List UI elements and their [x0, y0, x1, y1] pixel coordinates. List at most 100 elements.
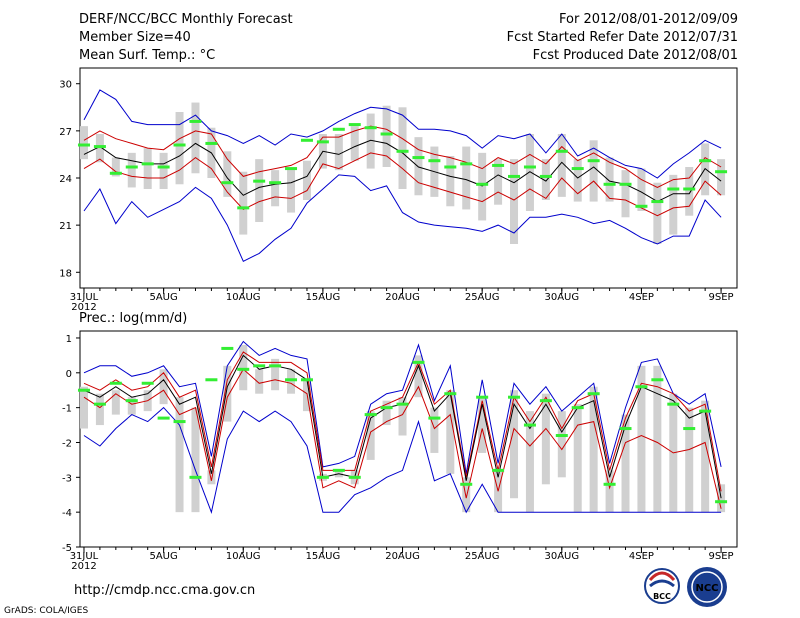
temp-min-line: [83, 174, 722, 262]
prec-ytick-label: -2: [62, 438, 72, 449]
temp-ensemble-box: [382, 105, 391, 167]
bcc-logo: BCC: [644, 568, 680, 604]
temp-ytick-label: 18: [59, 268, 72, 279]
temp-observation-mark: [603, 182, 616, 186]
prec-observation-mark: [93, 402, 106, 406]
temp-observation-mark: [237, 206, 250, 210]
prec-ensemble-box: [223, 365, 232, 422]
temperature-panel: 18 21 24 27 30 31JUL 5AUG 10AUG 15AUG 20AUG 25AUG 3…: [59, 67, 738, 313]
temp-year-label: 2012: [71, 302, 96, 313]
temp-ensemble-box: [159, 152, 168, 189]
prec-observation-mark: [364, 413, 377, 417]
temp-ytick-label: 27: [59, 127, 72, 138]
prec-observation-mark: [316, 475, 329, 479]
prec-observation-mark: [492, 468, 505, 472]
panel2-variable-label: Prec.: log(mm/d): [79, 311, 187, 326]
prec-observation-mark: [523, 423, 536, 427]
prec-ensemble-box: [79, 386, 88, 429]
prec-ensemble-box: [589, 386, 598, 513]
temp-ensemble-box: [510, 159, 519, 244]
prec-observation-mark: [253, 364, 266, 368]
temp-ensemble-box: [111, 157, 120, 177]
temp-ytick-label: 24: [59, 174, 72, 185]
temp-observation-mark: [428, 159, 441, 163]
prec-ytick-label: -1: [62, 404, 72, 415]
prec-ensemble-box: [605, 470, 614, 513]
prec-observation-mark: [396, 402, 409, 406]
temp-observation-mark: [109, 171, 122, 175]
prec-ensemble-box: [287, 369, 296, 394]
prec-year-label: 2012: [71, 561, 96, 572]
prec-ensemble-box: [430, 407, 439, 453]
footer-credit: GrADS: COLA/IGES: [4, 606, 88, 616]
temp-observation-mark: [348, 123, 361, 127]
prec-ensemble-box: [462, 477, 471, 513]
prec-ensemble-box: [159, 369, 168, 405]
prec-ensemble-box: [637, 365, 646, 513]
temp-ensemble-box: [589, 140, 598, 202]
temp-xtick-label: 4SEP: [629, 292, 654, 303]
prec-ensemble-box: [414, 355, 423, 398]
temp-observation-mark: [571, 167, 584, 171]
temp-observation-mark: [77, 143, 90, 147]
prec-ensemble-box: [207, 470, 216, 485]
temp-ytick-label: 30: [59, 80, 72, 91]
prec-ensemble-box: [191, 407, 200, 513]
ncc-logo: NCC: [687, 567, 727, 607]
temp-observation-mark: [476, 182, 489, 186]
prec-ensemble-box: [239, 344, 248, 391]
temp-observation-mark: [651, 200, 664, 204]
prec-ensemble-box: [382, 400, 391, 426]
temp-observation-mark: [189, 119, 202, 123]
prec-ensemble-box: [271, 358, 280, 391]
temp-observation-mark: [523, 165, 536, 169]
temp-ensemble-box: [525, 134, 534, 211]
temp-ensemble-box: [462, 146, 471, 210]
temp-ensemble-box: [494, 159, 503, 205]
prec-xtick-label: 20AUG: [385, 551, 420, 562]
temp-ensemble-box: [717, 159, 726, 196]
header-title: DERF/NCC/BCC Monthly Forecast: [79, 12, 293, 27]
temp-observation-mark: [173, 143, 186, 147]
temp-observation-mark: [300, 138, 313, 142]
temp-observation-mark: [141, 162, 154, 166]
temp-ensemble-box: [127, 152, 136, 188]
temp-observation-mark: [316, 140, 329, 144]
temp-observation-mark: [619, 182, 632, 186]
prec-observation-mark: [715, 500, 728, 504]
prec-observation-mark: [699, 409, 712, 413]
prec-xtick-label: 31JUL: [70, 551, 99, 562]
temp-ensemble-box: [541, 159, 550, 200]
temp-lower-spread-line: [83, 152, 722, 217]
temp-observation-mark: [380, 132, 393, 136]
temp-ensemble-box: [175, 112, 184, 185]
temp-observation-mark: [221, 181, 234, 185]
temp-ensemble-box: [350, 126, 359, 161]
temp-observation-mark: [539, 174, 552, 178]
temp-ensemble-box: [573, 159, 582, 202]
temp-xtick-label: 15AUG: [306, 292, 341, 303]
prec-observation-mark: [380, 406, 393, 410]
header-produced-date: Fcst Produced Date 2012/08/01: [533, 48, 738, 63]
temp-ensemble-box: [414, 137, 423, 196]
temp-ensemble-box: [79, 126, 88, 160]
temp-xtick-label: 9SEP: [709, 292, 734, 303]
prec-ensemble-box: [717, 484, 726, 513]
prec-observation-mark: [157, 416, 170, 420]
temp-ensemble-box: [446, 156, 455, 207]
prec-observation-mark: [269, 364, 282, 368]
temp-ensemble-box: [191, 102, 200, 174]
prec-observation-mark: [77, 388, 90, 392]
temp-ensemble-box: [398, 107, 407, 189]
temp-observation-mark: [205, 141, 218, 145]
temp-observation-mark: [508, 174, 521, 178]
temp-mean-line: [83, 139, 722, 203]
prec-ensemble-box: [653, 365, 662, 513]
prec-ytick-label: 0: [66, 369, 72, 380]
panel1-variable-label: Mean Surf. Temp.: °C: [79, 48, 215, 63]
prec-observation-mark: [300, 378, 313, 382]
prec-ensemble-box: [398, 397, 407, 436]
prec-min-line: [83, 406, 722, 514]
header-member-size: Member Size=40: [79, 30, 191, 45]
